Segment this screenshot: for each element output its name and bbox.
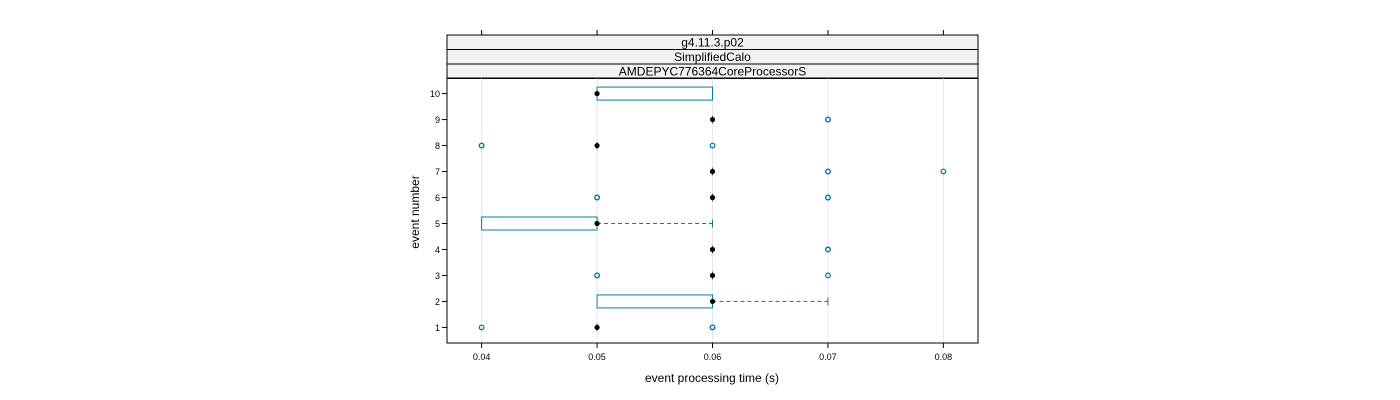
x-tick-label: 0.04 <box>473 352 491 362</box>
median-point <box>594 90 600 97</box>
y-tick-label: 9 <box>435 115 440 125</box>
median-point <box>594 142 600 149</box>
iqr-box <box>596 294 714 309</box>
outlier-point <box>594 194 601 201</box>
box-event-9 <box>709 115 831 124</box>
strip-headers: g4.11.3.p02SimplifiedCaloAMDEPYC776364Co… <box>446 34 979 79</box>
y-tick-label: 4 <box>435 245 440 255</box>
x-tick-label: 0.05 <box>588 352 606 362</box>
y-tick-label: 2 <box>435 297 440 307</box>
outlier-point <box>824 246 831 253</box>
y-tick-label: 3 <box>435 271 440 281</box>
outlier-point <box>478 142 485 149</box>
outlier-point <box>709 142 716 149</box>
y-axis-label: event number <box>408 175 422 248</box>
strip-label: g4.11.3.p02 <box>681 36 744 50</box>
y-tick-label: 1 <box>435 323 440 333</box>
y-tick-label: 8 <box>435 141 440 151</box>
y-tick-label: 7 <box>435 167 440 177</box>
outlier-point <box>824 168 831 175</box>
outlier-point <box>594 272 601 279</box>
box-event-4 <box>709 245 831 254</box>
median-point <box>709 246 716 253</box>
median-point <box>594 220 600 227</box>
y-tick-label: 6 <box>435 193 440 203</box>
outlier-point <box>709 324 716 331</box>
plot-marks <box>478 86 947 332</box>
box-event-8 <box>478 141 716 150</box>
median-point <box>709 298 716 305</box>
x-tick-label: 0.07 <box>819 352 837 362</box>
box-event-2 <box>596 294 829 309</box>
x-tick-label: 0.08 <box>935 352 953 362</box>
x-tick-label: 0.06 <box>704 352 722 362</box>
strip-label: AMDEPYC776364CoreProcessorS <box>619 65 806 79</box>
iqr-box <box>481 216 598 231</box>
median-point <box>709 168 716 175</box>
strip-label: SimplifiedCalo <box>674 50 751 64</box>
outlier-point <box>824 194 831 201</box>
box-event-1 <box>478 323 716 332</box>
median-point <box>594 324 600 331</box>
median-point <box>709 272 716 279</box>
box-event-7 <box>709 167 947 176</box>
x-axis: 0.04 0.05 0.06 0.07 0.08 <box>473 30 952 362</box>
y-tick-label: 10 <box>430 89 440 99</box>
median-point <box>709 194 716 201</box>
x-axis-label: event processing time (s) <box>645 371 779 385</box>
box-event-6 <box>594 193 831 202</box>
outlier-point <box>940 168 947 175</box>
outlier-point <box>478 324 485 331</box>
outlier-point <box>824 116 831 123</box>
y-tick-label: 5 <box>435 219 440 229</box>
box-event-10 <box>594 86 714 101</box>
y-axis: 1 2 3 4 5 6 7 8 9 10 <box>430 89 447 333</box>
box-event-3 <box>594 271 831 280</box>
box-event-5 <box>481 216 713 231</box>
iqr-box <box>596 86 714 101</box>
median-point <box>709 116 716 123</box>
outlier-point <box>824 272 831 279</box>
